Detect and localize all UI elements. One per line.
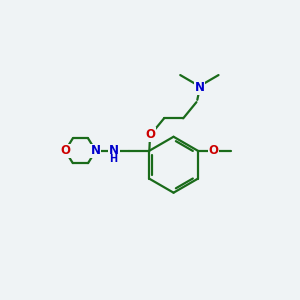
Text: O: O <box>146 128 156 141</box>
Text: N: N <box>109 144 119 157</box>
Text: O: O <box>60 144 70 157</box>
Text: N: N <box>91 144 101 157</box>
Text: H: H <box>109 154 117 164</box>
Text: O: O <box>208 144 218 157</box>
Text: N: N <box>194 81 204 94</box>
